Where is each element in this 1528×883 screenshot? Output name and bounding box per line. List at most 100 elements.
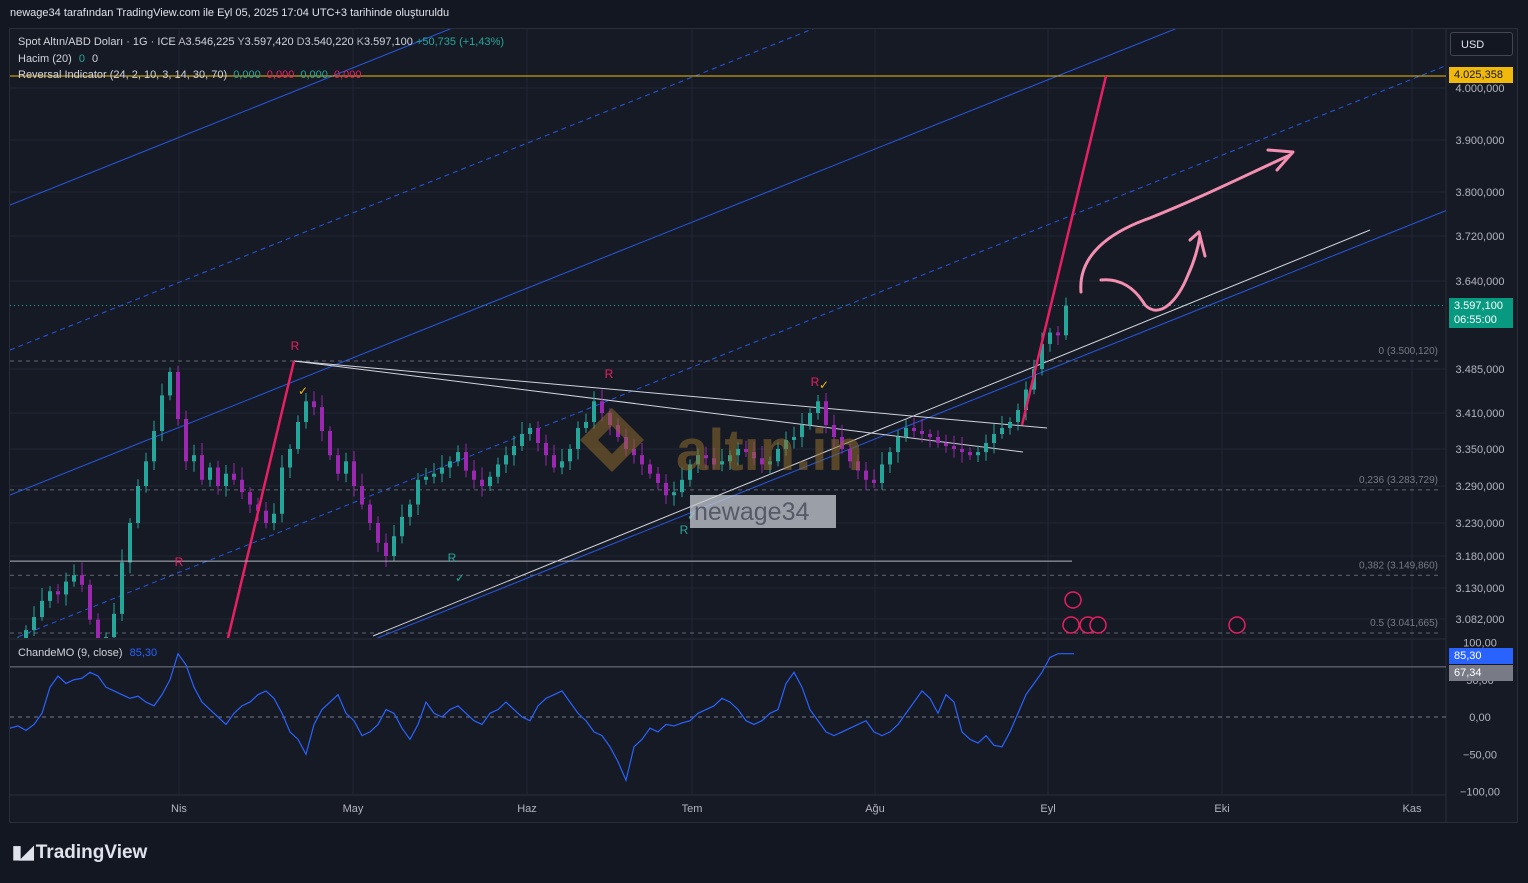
bar-countdown: 06:55:00 [1454,314,1497,326]
price-tick-label-5: 3.485,000 [1456,364,1505,376]
candle-body [1056,332,1060,336]
price-tick-label-11: 3.130,000 [1456,583,1505,595]
candle-body [448,461,452,468]
candle-body [360,486,364,505]
candle-body [664,482,668,496]
price-tick-label-3: 3.720,000 [1456,231,1505,243]
close-value: 3.597,100 [363,36,413,48]
candle-body [1048,332,1052,344]
time-tick-label-5: Eyl [1040,803,1055,815]
time-tick-label-4: Ağu [865,803,885,815]
candle-body [120,562,124,614]
signal-mark-2: R [605,367,614,381]
price-tick-label-6: 3.410,000 [1456,408,1505,420]
watermark-user: newage34 [694,498,809,526]
candle-body [912,428,916,431]
signal-mark-1: R [291,339,300,353]
low-value: 3.540,220 [304,36,354,48]
candle-body [592,401,596,422]
osc-value-label: 85,30 [1449,648,1513,664]
time-tick-label-2: Haz [517,803,537,815]
watermark-brand: altın.in [676,418,863,483]
candle-body [552,455,556,468]
candle-body [1040,343,1044,369]
candle-body [784,440,788,449]
currency-button[interactable]: USD [1450,32,1513,56]
trendline-ascending [372,229,1371,637]
signal-mark-3: R [811,375,820,389]
oscillator-pane [10,652,1446,783]
fib-label-1: 0,236 (3.283,729) [1359,475,1438,486]
candle-body [48,591,52,601]
candle-body [216,467,220,486]
last-price-value: 3.597,100 [1454,300,1503,312]
candle-body [312,401,316,408]
candle-body [208,467,212,480]
candle-body [144,461,148,486]
candle-body [832,425,836,437]
candle-body [336,455,340,474]
osc-tick-label-4: −100,00 [1460,787,1500,799]
candle-body [792,437,796,440]
candle-body [768,461,772,465]
candle-body [824,401,828,425]
candle-body [56,591,60,595]
candle-body [568,449,572,462]
candle-body [104,637,108,638]
candle-body [24,630,28,638]
candle-body [440,467,444,474]
fib-label-0: 0 (3.500,120) [1379,346,1439,357]
candle-body [904,428,908,437]
candle-body [536,428,540,443]
candle-body [1016,410,1020,422]
candle-body [328,431,332,456]
channel-line-0 [10,29,452,206]
watermark-user-box [690,495,836,528]
channel-line-1 [10,29,814,351]
reversal-legend[interactable]: Reversal Indicator (24, 2, 10, 3, 14, 30… [18,69,362,81]
candle-body [632,449,636,456]
time-tick-label-0: Nis [171,803,187,815]
top-caption-bar: newage34 tarafından TradingView.com ile … [0,0,1528,28]
candle-body [64,581,68,595]
price-tick-label-4: 3.640,000 [1456,276,1505,288]
signal-mark-6: ✓ [298,384,308,398]
change-value: +50,735 (+1,43%) [415,36,505,48]
candle-body [672,492,676,496]
osc-tick-label-3: −50,00 [1463,749,1497,761]
volume-legend[interactable]: Hacim (20) 0 0 [18,53,98,65]
candle-body [264,510,268,523]
candle-body [920,431,924,434]
candle-body [856,461,860,471]
candle-body [760,458,764,465]
candle-body [72,575,76,582]
candle-body [408,504,412,517]
candle-body [744,449,748,453]
candle-body [1008,422,1012,428]
oscillator-legend[interactable]: ChandeMO (9, close) 85,30 [18,647,157,659]
snapshot-caption: newage34 tarafından TradingView.com ile … [10,7,450,19]
candle-body [840,437,844,449]
candle-body [464,452,468,471]
price-tick-label-0: 4.000,000 [1456,83,1505,95]
candle-body [32,617,36,631]
candle-body [704,455,708,459]
tradingview-logo[interactable]: ▮◢ TradingView [12,842,147,864]
reversal-value-4: 0,000 [333,69,362,81]
candle-body [512,446,516,456]
candle-body [88,584,92,620]
candle-body [888,452,892,465]
candle-body [712,458,716,465]
candle-body [696,455,700,465]
last-price-label: 3.597,100 06:55:00 [1449,298,1513,328]
candle-body [248,492,252,505]
candle-body [680,479,684,493]
candle-body [496,464,500,477]
candle-body [640,455,644,465]
candle-body [296,422,300,449]
candle-body [584,422,588,428]
candle-body [392,536,396,556]
price-tick-label-8: 3.290,000 [1456,481,1505,493]
symbol-legend[interactable]: Spot Altın/ABD Doları · 1G · ICE A3.546,… [18,36,504,48]
